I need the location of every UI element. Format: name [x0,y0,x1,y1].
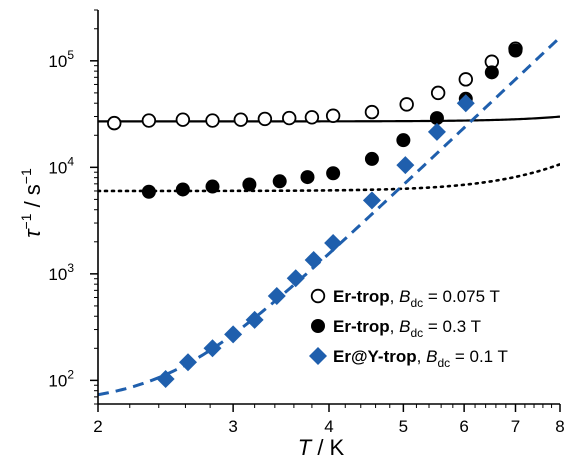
series-2-point [272,174,287,189]
x-tick-label: 6 [459,417,468,436]
y-tick-label: 103 [48,261,74,284]
legend-name: Er-trop [333,317,390,336]
series-3-point [396,156,415,175]
series-2-point [508,43,523,58]
series-2-point [141,184,156,199]
y-tick-exp: 3 [67,261,74,275]
series-1-point [257,111,273,127]
series-1-point [233,112,249,127]
y-tick-label: 105 [48,48,74,71]
x-tick-label: 7 [511,417,520,436]
series-2-point [242,177,257,192]
series-2-point [396,133,411,148]
legend-marker-2 [311,319,325,333]
series-2-point [429,111,444,126]
x-tick-label: 5 [399,417,408,436]
legend-bdc-sub: dc [410,296,423,310]
y-axis-sup: −1 [18,168,34,184]
y-tick-exp: 5 [67,48,74,62]
series-1-point [175,112,191,127]
x-tick-label: 8 [555,417,564,436]
y-tick-base: 10 [48,52,67,71]
y-tick-base: 10 [48,158,67,177]
series-1-point [304,110,320,125]
legend-marker-3 [309,347,327,365]
x-tick-label: 2 [93,417,102,436]
series-2-point [175,182,190,197]
y-axis-unit: / s [20,184,45,213]
series-1-point [458,72,473,87]
fit-curves [98,36,560,397]
y-axis-title: τ−1 / s−1 [18,168,45,238]
x-tick-label: 3 [228,417,237,436]
series-2-point [300,170,315,185]
series-2-point [205,179,220,194]
series-1-point [205,113,220,128]
legend-bdc-symbol: B [426,347,437,366]
series-1-point [430,85,446,101]
y-tick-base: 10 [48,371,67,390]
legend-bdc-value: = 0.1 T [450,347,508,366]
series-3-point [178,353,197,372]
y-tick-exp: 4 [67,154,74,168]
series-1-point [325,108,341,123]
series-2-point [484,65,499,80]
data-markers [107,41,523,389]
y-axis-symbol: τ [20,228,45,238]
series-1-point [141,113,157,128]
series-1-point [399,97,414,112]
series-3-point [203,339,222,358]
x-axis-title: T / K [298,435,345,460]
series-2-point [326,166,341,181]
y-tick-base: 10 [48,265,67,284]
legend-bdc-value: = 0.075 T [423,287,500,306]
x-tick-label: 4 [324,417,333,436]
series-3-point [286,269,305,288]
series-3-point [456,94,475,113]
series-1-point [364,104,380,120]
series-1-point [107,115,122,131]
series-3-point [324,233,343,252]
legend: Er-trop, Bdc = 0.075 TEr-trop, Bdc = 0.3… [309,287,508,370]
series-3-point [156,370,175,389]
legend-sep: , [390,287,399,306]
y-tick-label: 102 [48,367,74,390]
legend-bdc-value: = 0.3 T [423,317,481,336]
legend-label-3: Er@Y-trop, Bdc = 0.1 T [333,347,508,370]
legend-bdc-sub: dc [437,356,450,370]
series-2-point [364,151,379,166]
axis-titles: T / Kτ−1 / s−1 [18,168,345,460]
legend-label-2: Er-trop, Bdc = 0.3 T [333,317,481,340]
legend-bdc-symbol: B [399,287,410,306]
series-3-point [427,122,446,141]
legend-bdc-sub: dc [410,326,423,340]
series-1-point [282,110,297,126]
legend-sep: , [417,347,426,366]
x-axis-symbol: T [298,435,313,460]
legend-marker-1 [310,288,326,304]
legend-label-1: Er-trop, Bdc = 0.075 T [333,287,500,310]
series-3-point [362,191,381,210]
legend-name: Er-trop [333,287,390,306]
y-tick-exp: 2 [67,367,74,381]
fit-curve-3 [98,36,560,397]
legend-bdc-symbol: B [399,317,410,336]
y-tick-label: 104 [48,154,74,177]
fit-curve-2 [98,162,560,193]
legend-sep: , [390,317,399,336]
legend-name: Er@Y-trop [333,347,417,366]
series-3-point [304,250,323,269]
y-axis-sup: −1 [18,213,34,229]
series-3-point [245,310,264,329]
series-3-point [267,286,286,305]
x-axis-unit: / K [311,435,344,460]
series-3-point [224,325,243,344]
